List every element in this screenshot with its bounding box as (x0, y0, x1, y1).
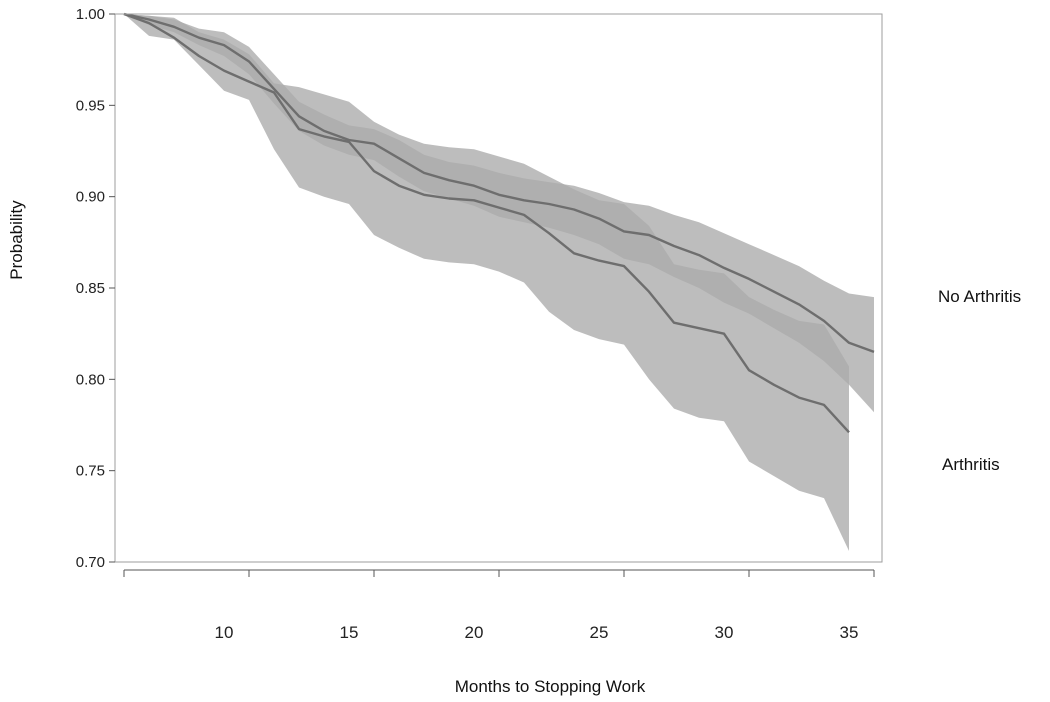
x-tick-label: 20 (465, 623, 484, 642)
confidence-bands (124, 14, 874, 551)
series-line-no-arthritis (123, 12, 875, 354)
confidence-band-arthritis (124, 14, 849, 551)
x-tick-label: 15 (340, 623, 359, 642)
series-label-no-arthritis: No Arthritis (938, 287, 1021, 306)
x-tick-label: 25 (590, 623, 609, 642)
y-tick-label: 0.80 (76, 371, 105, 388)
y-tick-label: 0.90 (76, 189, 105, 206)
y-tick-label: 0.75 (76, 463, 105, 480)
y-axis-title: Probability (7, 200, 26, 280)
x-tick-label: 30 (715, 623, 734, 642)
x-tick-label: 35 (840, 623, 859, 642)
y-axis: 0.70 0.75 0.80 0.85 0.90 0.95 1.00 (76, 6, 115, 571)
x-tick-label: 10 (215, 623, 234, 642)
series-line-arthritis (123, 12, 850, 434)
y-tick-label: 1.00 (76, 6, 105, 23)
y-tick-label: 0.85 (76, 280, 105, 297)
y-tick-label: 0.70 (76, 554, 105, 571)
series-label-arthritis: Arthritis (942, 455, 1000, 474)
y-tick-label: 0.95 (76, 97, 105, 114)
series-lines (123, 12, 875, 434)
x-axis-title: Months to Stopping Work (455, 677, 646, 696)
x-axis: 10 15 20 25 30 35 (123, 569, 875, 642)
